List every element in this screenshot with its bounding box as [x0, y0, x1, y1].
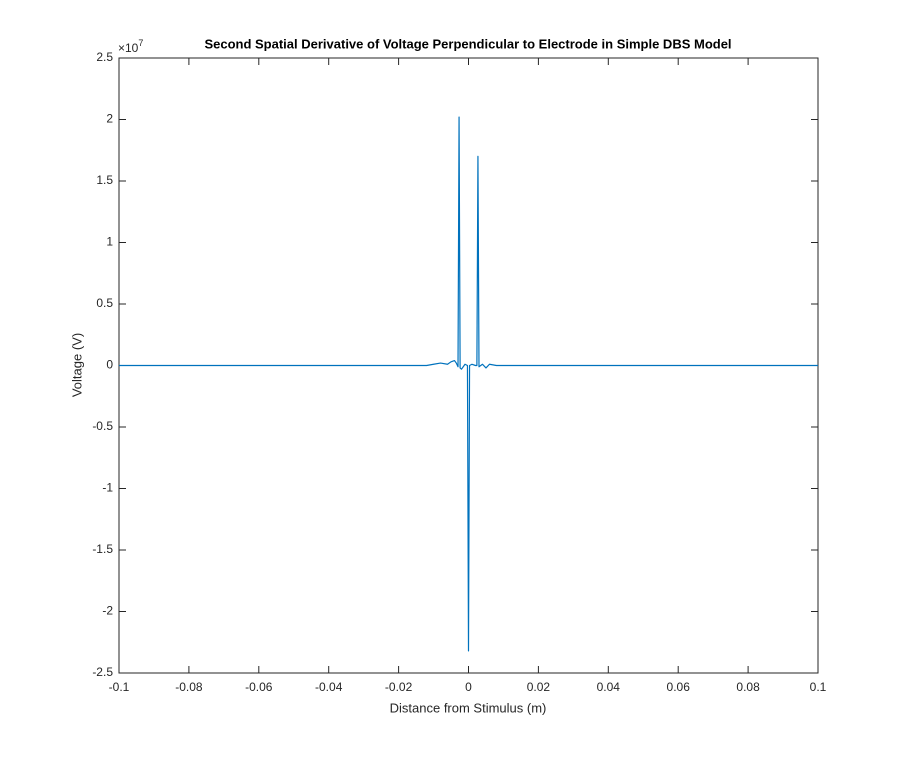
- chart-title: Second Spatial Derivative of Voltage Per…: [204, 36, 731, 51]
- x-tick-label: -0.1: [109, 680, 130, 694]
- y-tick-label: 0: [106, 358, 113, 372]
- y-tick-label: -2.5: [92, 665, 113, 679]
- data-line: [119, 116, 818, 652]
- y-tick-label: -2: [102, 604, 113, 618]
- x-tick-label: -0.08: [175, 680, 203, 694]
- x-tick-label: 0.04: [597, 680, 621, 694]
- y-tick-label: -0.5: [92, 419, 113, 433]
- y-tick-label: 2.5: [96, 50, 113, 64]
- x-tick-label: -0.02: [385, 680, 413, 694]
- x-tick-label: 0.06: [667, 680, 691, 694]
- y-tick-label: -1.5: [92, 542, 113, 556]
- y-tick-label: 1: [106, 235, 113, 249]
- x-tick-label: 0: [465, 680, 472, 694]
- y-tick-label: -1: [102, 481, 113, 495]
- y-multiplier-base: ×10: [118, 41, 139, 55]
- x-tick-label: 0.02: [527, 680, 551, 694]
- y-tick-label: 0.5: [96, 296, 113, 310]
- y-multiplier-exponent: 7: [138, 38, 143, 48]
- y-axis-label: Voltage (V): [69, 333, 84, 397]
- x-tick-label: -0.04: [315, 680, 343, 694]
- x-tick-label: 0.1: [810, 680, 827, 694]
- x-axis-label: Distance from Stimulus (m): [390, 700, 547, 715]
- y-multiplier: ×107: [118, 38, 143, 55]
- x-tick-label: 0.08: [736, 680, 760, 694]
- x-tick-label: -0.06: [245, 680, 273, 694]
- y-tick-label: 2: [106, 112, 113, 126]
- y-tick-label: 1.5: [96, 173, 113, 187]
